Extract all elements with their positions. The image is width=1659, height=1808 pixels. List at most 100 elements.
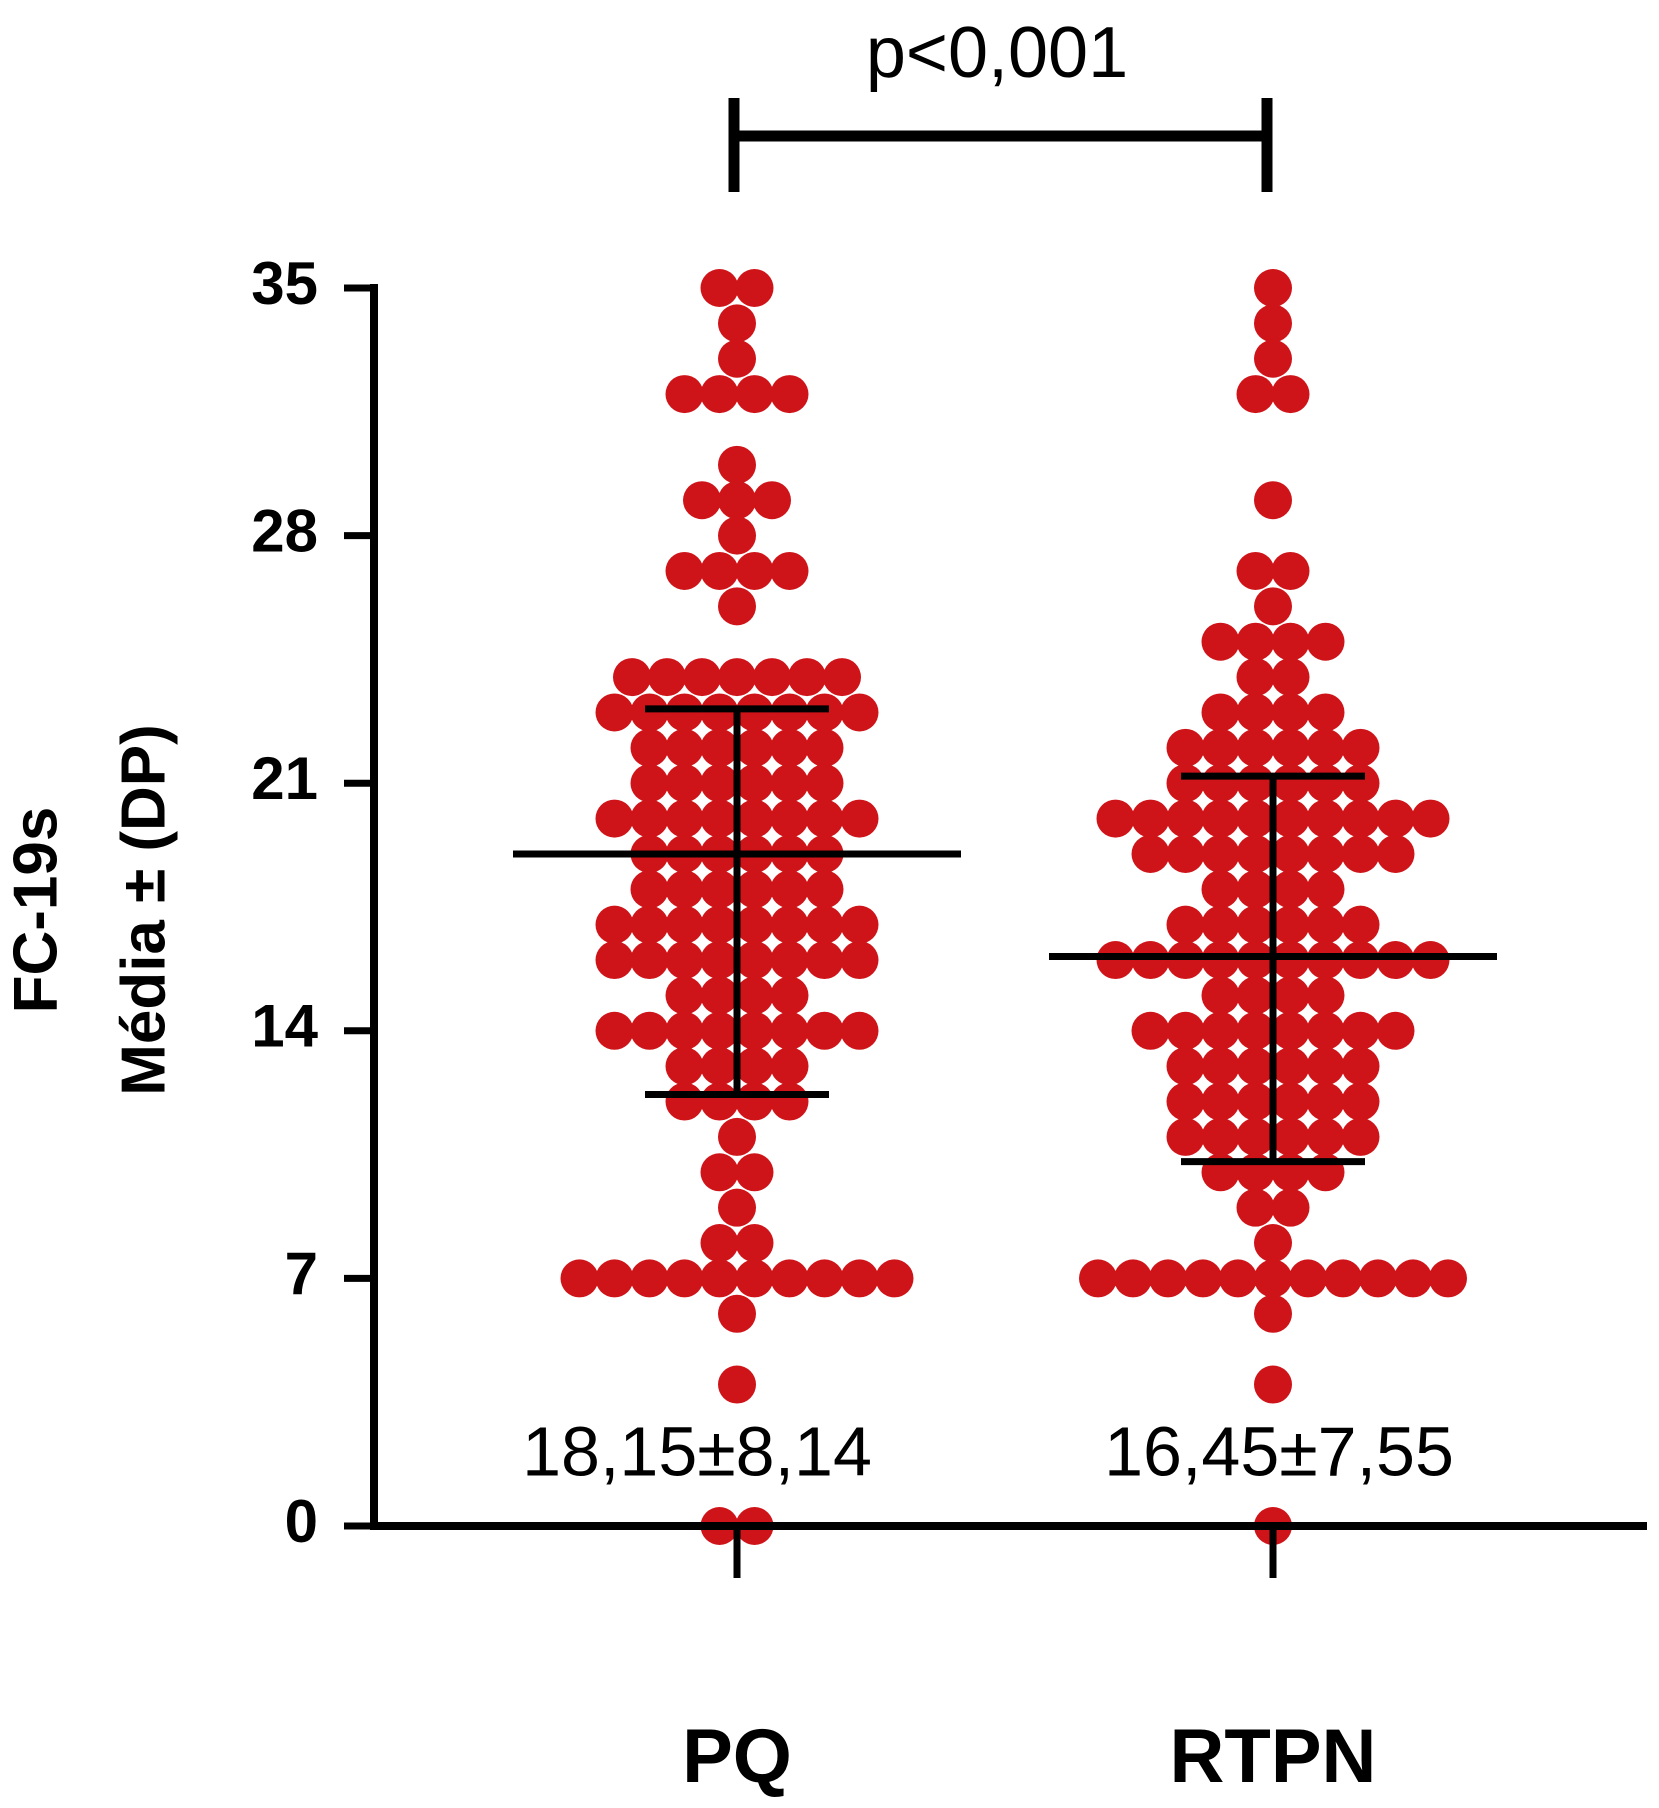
data-point [770, 375, 809, 414]
data-point [1201, 728, 1240, 767]
data-point [1411, 941, 1450, 980]
data-point [1306, 728, 1345, 767]
data-point [1306, 1047, 1345, 1086]
data-point [560, 1259, 599, 1298]
data-point [648, 658, 686, 697]
data-point [805, 941, 844, 980]
data-point [1341, 799, 1380, 838]
data-point [700, 870, 739, 909]
data-point [823, 658, 861, 697]
data-point [1236, 728, 1275, 767]
data-point [1166, 941, 1205, 980]
data-point [1254, 1365, 1292, 1404]
data-point [1254, 269, 1292, 307]
data-point [1271, 870, 1310, 909]
data-point [1201, 1117, 1240, 1156]
data-point [805, 799, 844, 838]
data-point [1254, 339, 1292, 378]
data-point [1236, 1082, 1275, 1121]
data-point [735, 728, 774, 767]
data-point [1376, 1011, 1415, 1050]
data-point [735, 941, 774, 980]
stat-label: 18,15±8,14 [522, 1412, 872, 1490]
data-point [1271, 1188, 1310, 1227]
data-point [1236, 1117, 1275, 1156]
data-point [1306, 1082, 1345, 1121]
data-point [1271, 375, 1310, 414]
data-point [1306, 941, 1345, 980]
data-point [630, 870, 669, 909]
data-point [1201, 905, 1240, 944]
data-point [1236, 905, 1275, 944]
data-point [1219, 1259, 1257, 1298]
data-point [613, 658, 651, 697]
data-point [1341, 728, 1380, 767]
data-point [1271, 834, 1310, 873]
data-point [1131, 1011, 1170, 1050]
data-point [735, 375, 774, 414]
data-point [1201, 941, 1240, 980]
y-tick-label: 14 [251, 993, 318, 1060]
data-point [1376, 799, 1415, 838]
data-point [1341, 1117, 1380, 1156]
data-point [665, 728, 704, 767]
data-point [595, 693, 634, 732]
data-point [1236, 834, 1275, 873]
y-axis-title-line: Média ± (DP) [109, 724, 178, 1096]
y-tick-label: 7 [285, 1240, 318, 1307]
data-point [770, 728, 809, 767]
data-point [1236, 870, 1275, 909]
data-point [1271, 799, 1310, 838]
data-point [770, 693, 809, 732]
data-point [683, 481, 721, 520]
data-point [665, 693, 704, 732]
data-point [665, 764, 704, 803]
data-point [735, 870, 774, 909]
data-point [735, 1224, 774, 1263]
data-point [735, 1082, 774, 1121]
data-point [718, 445, 756, 484]
data-point [770, 1259, 809, 1298]
data-point [1306, 976, 1345, 1015]
data-point [1376, 834, 1415, 873]
data-point [1166, 1047, 1205, 1086]
data-point [700, 551, 739, 590]
data-point [1236, 941, 1275, 980]
data-point [1341, 834, 1380, 873]
data-point [840, 693, 879, 732]
data-point [735, 905, 774, 944]
data-point [805, 693, 844, 732]
y-axis-title-line: FC-19s [1, 807, 70, 1014]
data-point [840, 1259, 879, 1298]
data-point [1429, 1259, 1467, 1298]
data-point [718, 1365, 756, 1404]
data-point [1201, 1082, 1240, 1121]
data-point [1306, 693, 1345, 732]
data-point [770, 1047, 809, 1086]
data-point [700, 941, 739, 980]
data-point [840, 799, 879, 838]
data-point [770, 799, 809, 838]
data-point [1254, 1224, 1292, 1263]
data-point [1079, 1259, 1117, 1298]
data-point [630, 1259, 669, 1298]
data-point [805, 1259, 844, 1298]
data-point [595, 941, 634, 980]
data-point [735, 799, 774, 838]
data-point [1271, 728, 1310, 767]
data-point [1306, 1117, 1345, 1156]
data-point [1271, 622, 1310, 661]
data-point [718, 339, 756, 378]
data-point [735, 1259, 774, 1298]
data-point [1376, 941, 1415, 980]
data-point [630, 1011, 669, 1050]
data-point [1306, 764, 1345, 803]
data-point [770, 551, 809, 590]
data-point [700, 1011, 739, 1050]
data-point [595, 1011, 634, 1050]
data-point [735, 551, 774, 590]
data-point [1096, 941, 1135, 980]
significance-bracket [728, 98, 1273, 192]
